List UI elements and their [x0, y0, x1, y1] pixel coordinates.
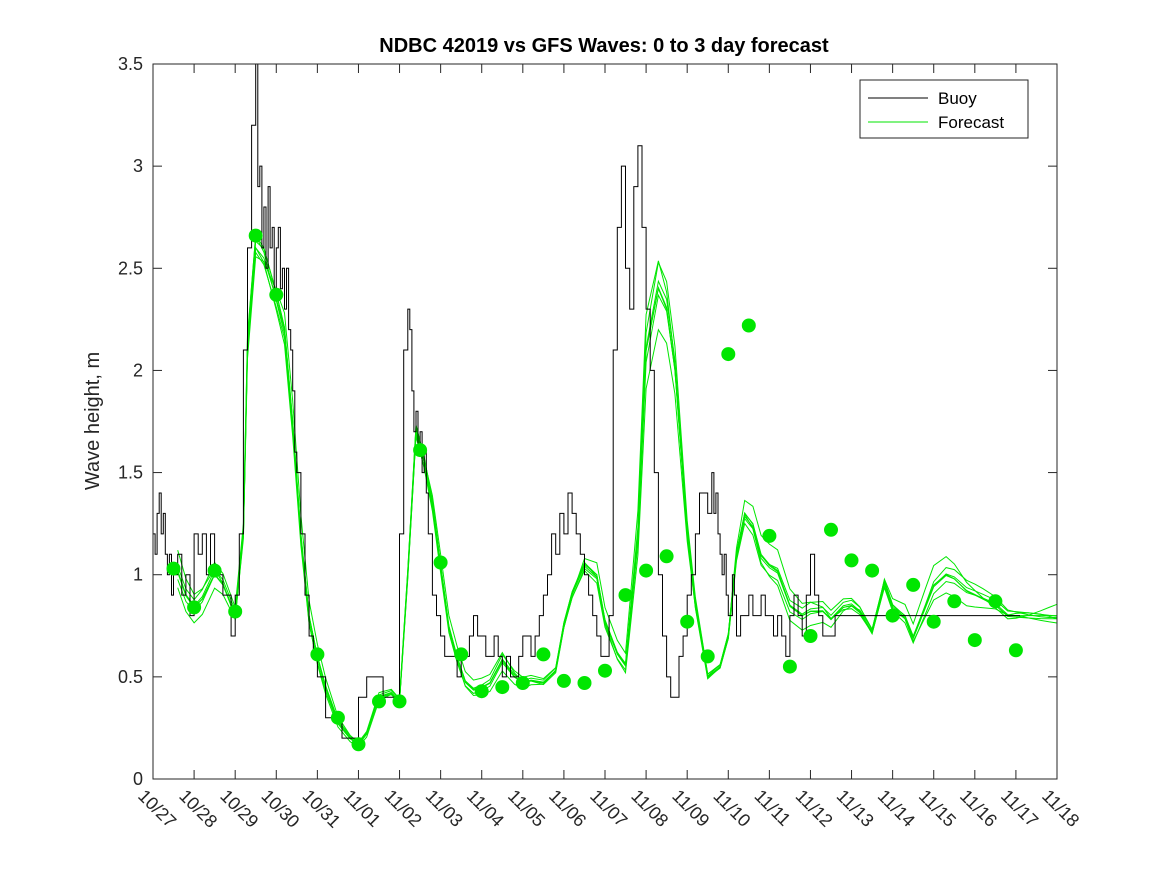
legend-box [859, 79, 1029, 139]
forecast-point [166, 561, 181, 576]
y-tick-label: 1 [133, 565, 143, 585]
forecast-point [598, 663, 612, 678]
forecast-point [659, 549, 674, 564]
forecast-point [741, 318, 756, 333]
forecast-point [618, 588, 633, 603]
forecast-run-line [177, 246, 1058, 746]
forecast-point [844, 553, 859, 568]
forecast-point [556, 673, 571, 688]
forecast-point [988, 594, 1003, 609]
y-axis-label: Wave height, m [82, 352, 104, 490]
forecast-point [372, 694, 386, 709]
legend: Buoy Forecast [859, 79, 1029, 139]
forecast-point [515, 676, 530, 690]
forecast-point [413, 443, 428, 458]
axes-box [152, 63, 1058, 780]
forecast-point [248, 228, 263, 243]
y-tick-labels: 0 0.5 1 1.5 2 2.5 3 3.5 [118, 54, 143, 789]
forecast-point [967, 633, 982, 648]
forecast-point [824, 522, 838, 537]
forecast-point [577, 676, 592, 690]
y-tick-label: 3.5 [118, 54, 143, 74]
forecast-point [228, 604, 243, 619]
series-layer [153, 63, 1058, 752]
y-tick-label: 1.5 [118, 463, 143, 483]
y-tick-label: 0.5 [118, 667, 143, 687]
forecast-point [454, 647, 469, 662]
forecast-point [330, 710, 345, 725]
forecast-point [474, 684, 489, 699]
forecast-point [536, 647, 551, 662]
plot-area [153, 64, 1057, 779]
forecast-point [926, 614, 941, 629]
y-tick-label: 3 [133, 156, 143, 176]
forecast-point [721, 347, 736, 362]
legend-forecast-label: Forecast [938, 113, 1004, 132]
forecast-point [803, 629, 818, 643]
forecast-point [310, 647, 325, 662]
forecast-point [1008, 643, 1023, 658]
forecast-point [187, 600, 202, 615]
y-tick-label: 0 [133, 769, 143, 789]
legend-buoy-label: Buoy [938, 89, 977, 108]
chart-title: NDBC 42019 vs GFS Waves: 0 to 3 day fore… [379, 35, 829, 57]
forecast-run-line [177, 255, 1058, 744]
forecast-point [762, 528, 777, 543]
forecast-point [885, 608, 900, 623]
forecast-point [495, 680, 510, 695]
y-tick-label: 2.5 [118, 258, 143, 278]
forecast-point [351, 737, 366, 752]
forecast-point [639, 563, 654, 578]
forecast-point [782, 659, 797, 674]
forecast-point [392, 694, 407, 709]
y-tick-label: 2 [133, 360, 143, 380]
forecast-point [433, 555, 448, 570]
forecast-point [700, 649, 715, 664]
forecast-point [269, 287, 284, 302]
forecast-point [947, 594, 962, 609]
buoy-line [153, 63, 1020, 739]
forecast-point [207, 563, 222, 578]
forecast-point [680, 614, 695, 629]
forecast-point [906, 577, 921, 592]
forecast-point [865, 563, 880, 578]
